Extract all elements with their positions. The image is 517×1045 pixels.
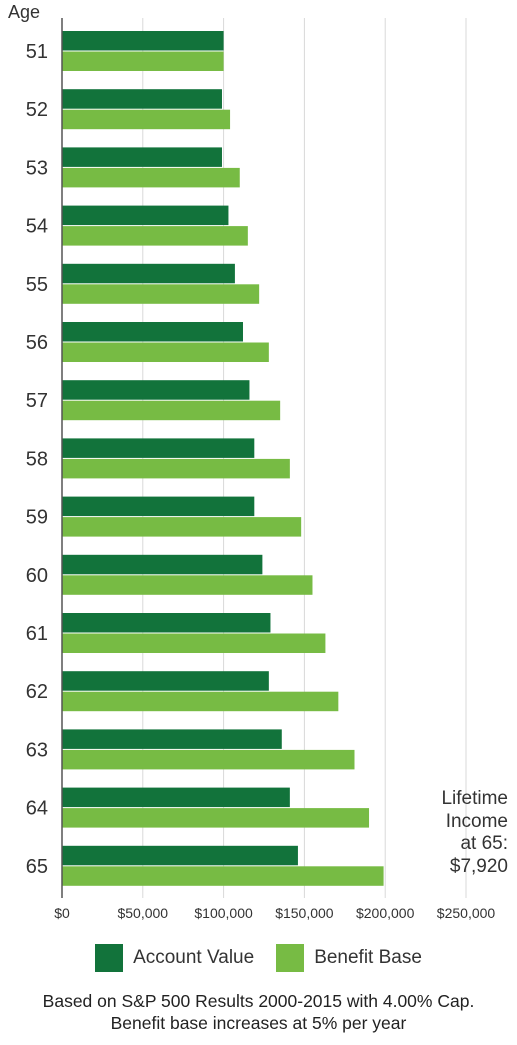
y-axis-title: Age <box>8 2 41 22</box>
x-tick-label-5: $250,000 <box>437 905 496 921</box>
bar-chart: 51 52 53 54 55 56 57 58 59 60 61 62 63 64 65 $0 $50,000 $… <box>26 18 496 921</box>
bar-benefit-base-53 <box>62 167 240 188</box>
bar-benefit-base-54 <box>62 226 248 246</box>
legend-swatch-account-value <box>95 944 124 972</box>
bar-benefit-base-61 <box>62 633 326 653</box>
y-tick-label-51: 51 <box>26 41 48 63</box>
y-tick-label-56: 56 <box>26 332 48 354</box>
x-tick-label-1: $50,000 <box>117 905 168 921</box>
bar-account-value-53 <box>62 147 222 167</box>
bar-benefit-base-56 <box>62 342 269 362</box>
x-tick-label-2: $100,000 <box>194 905 253 921</box>
y-tick-label-55: 55 <box>26 274 48 296</box>
y-tick-label-53: 53 <box>26 157 48 179</box>
y-tick-label-65: 65 <box>26 856 48 878</box>
bar-benefit-base-59 <box>62 517 302 537</box>
legend-swatch-benefit-base <box>276 944 305 972</box>
bar-account-value-52 <box>62 89 222 109</box>
y-tick-label-59: 59 <box>26 507 48 529</box>
footnote-line-1: Based on S&P 500 Results 2000-2015 with … <box>42 991 475 1011</box>
legend-item-benefit-base: Benefit Base <box>276 944 422 972</box>
bar-account-value-60 <box>62 554 263 575</box>
y-tick-label-62: 62 <box>26 681 48 703</box>
bar-benefit-base-65 <box>62 866 384 886</box>
lifetime-income-annotation: Lifetime Income at 65: $7,920 <box>400 788 508 878</box>
y-tick-label-57: 57 <box>26 390 48 412</box>
bar-account-value-62 <box>62 671 269 691</box>
y-tick-label-58: 58 <box>26 448 48 470</box>
legend-item-account-value: Account Value <box>95 944 254 972</box>
bar-account-value-61 <box>62 613 271 633</box>
annotation-line-3: at 65: <box>460 833 508 854</box>
bar-benefit-base-64 <box>62 808 370 828</box>
bar-benefit-base-52 <box>62 109 231 130</box>
bar-account-value-51 <box>62 31 224 51</box>
footnote-line-2: Benefit base increases at 5% per year <box>110 1013 407 1033</box>
bar-benefit-base-51 <box>62 51 224 71</box>
y-tick-label-61: 61 <box>26 623 48 645</box>
legend-label-account-value: Account Value <box>133 947 255 968</box>
bar-account-value-65 <box>62 845 298 866</box>
chart-area: 51 52 53 54 55 56 57 58 59 60 61 62 63 64 65 $0 $50,000 $… <box>26 18 496 921</box>
x-tick-label-4: $200,000 <box>356 905 415 921</box>
bar-account-value-55 <box>62 263 235 284</box>
y-tick-label-60: 60 <box>26 565 48 587</box>
y-tick-label-54: 54 <box>26 216 48 238</box>
bar-benefit-base-60 <box>62 575 313 595</box>
annotation-line-2: Income <box>445 810 508 832</box>
bar-account-value-58 <box>62 438 255 458</box>
bar-benefit-base-63 <box>62 749 355 770</box>
bar-account-value-64 <box>62 787 290 808</box>
y-tick-label-63: 63 <box>26 739 48 761</box>
bar-benefit-base-62 <box>62 691 339 712</box>
chart-legend: Account Value Benefit Base <box>0 938 517 978</box>
footnote: Based on S&P 500 Results 2000-2015 with … <box>0 990 517 1034</box>
bar-benefit-base-55 <box>62 284 260 304</box>
annotation-line-1: Lifetime <box>441 788 508 809</box>
bar-account-value-59 <box>62 496 255 517</box>
x-tick-label-0: $0 <box>54 905 70 921</box>
legend-label-benefit-base: Benefit Base <box>314 947 422 968</box>
annotation-line-4: $7,920 <box>449 855 508 877</box>
y-tick-label-52: 52 <box>26 99 48 121</box>
bar-account-value-56 <box>62 322 243 342</box>
x-tick-label-3: $150,000 <box>275 905 334 921</box>
y-tick-label-64: 64 <box>26 798 48 820</box>
bar-account-value-54 <box>62 205 229 226</box>
bar-account-value-57 <box>62 380 250 400</box>
bar-benefit-base-57 <box>62 400 281 421</box>
bar-benefit-base-58 <box>62 458 290 479</box>
bar-account-value-63 <box>62 729 282 749</box>
